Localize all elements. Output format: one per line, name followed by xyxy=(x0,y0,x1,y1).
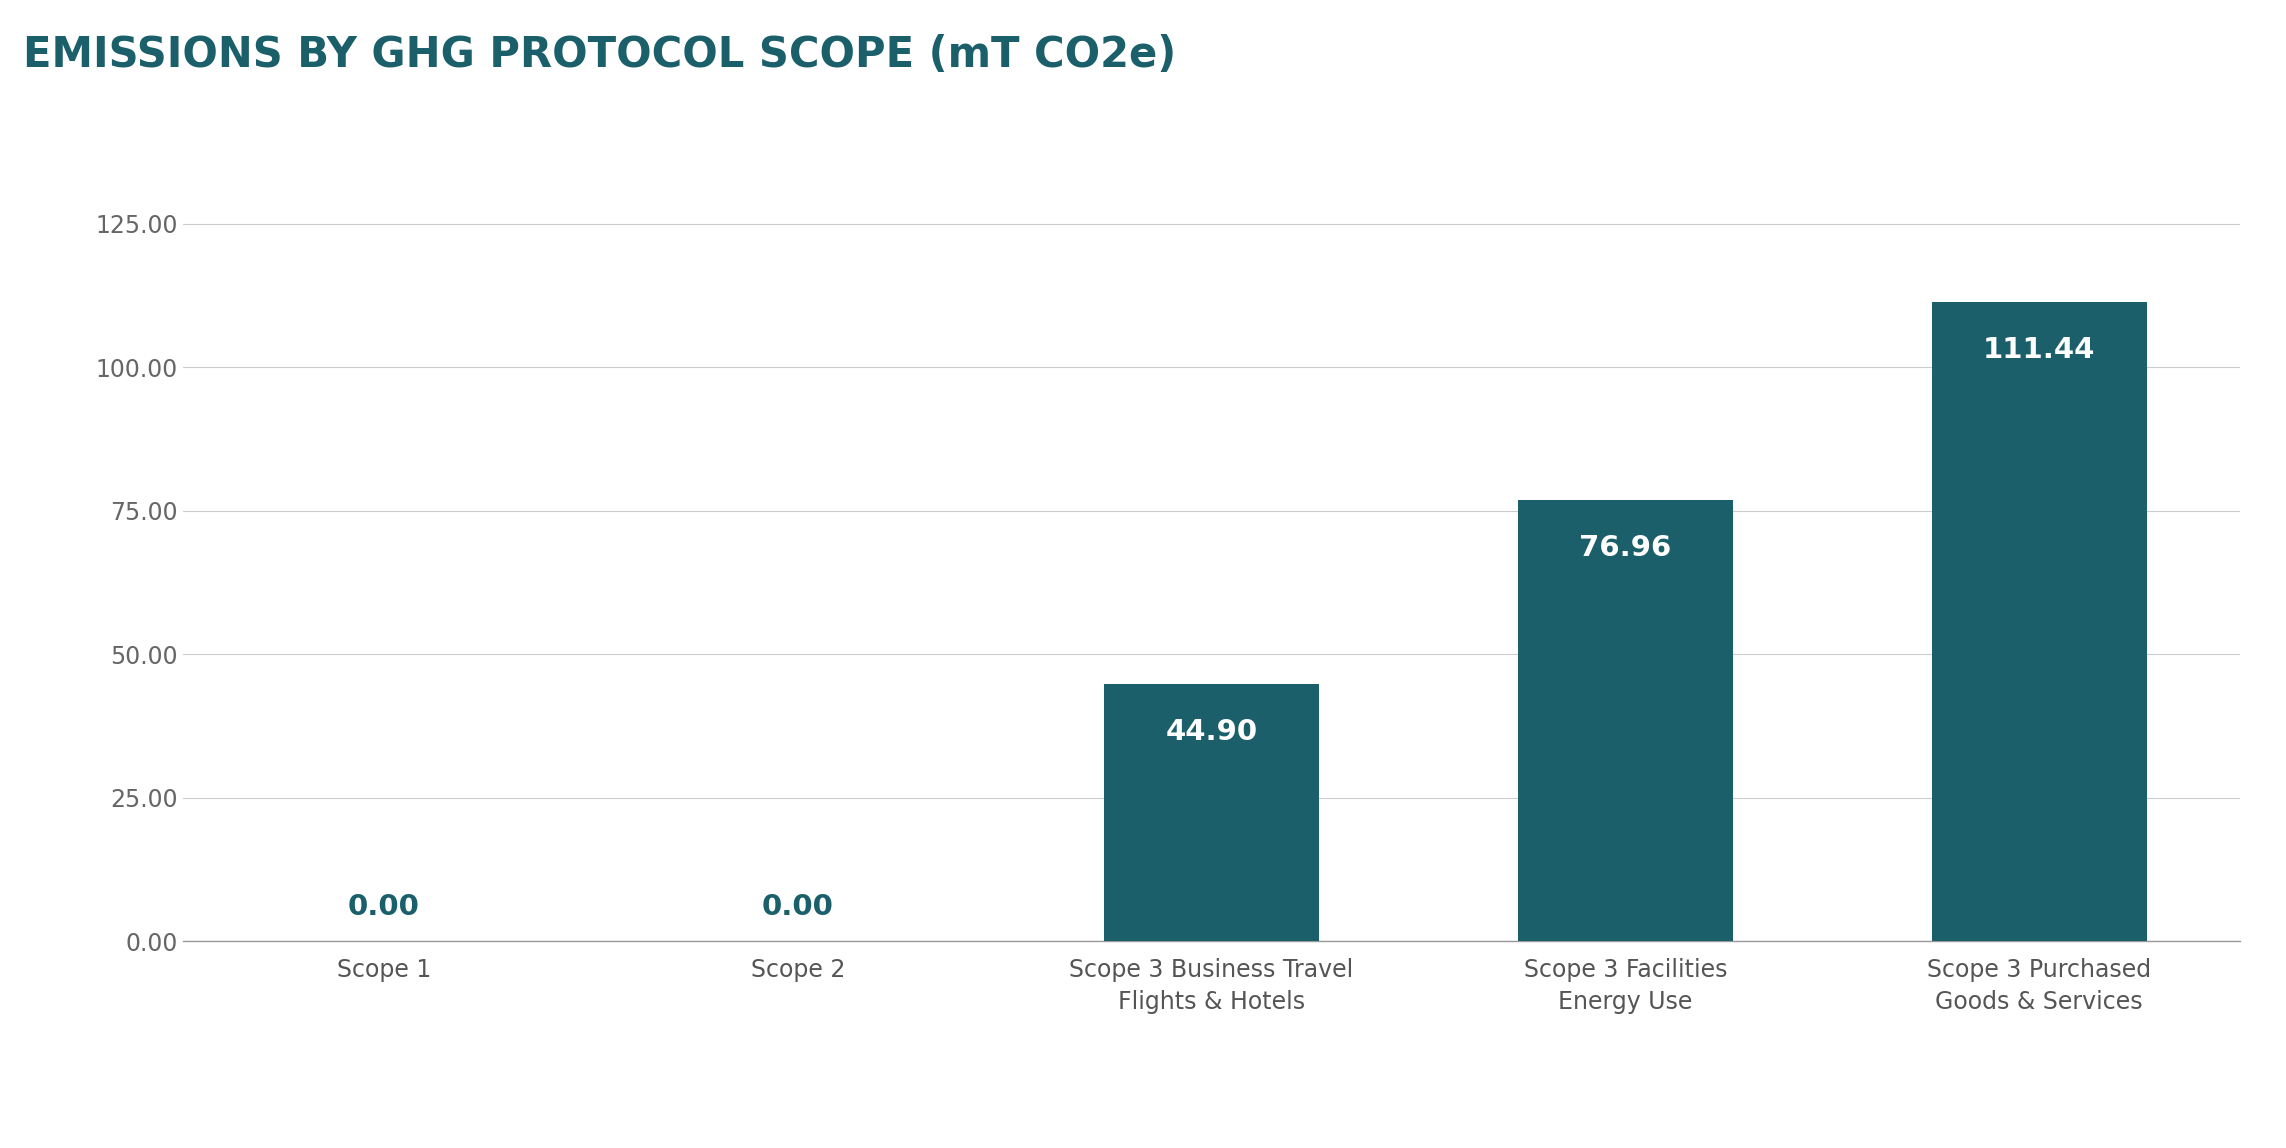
Text: 111.44: 111.44 xyxy=(1982,336,2096,364)
Bar xyxy=(1932,302,2147,941)
Text: EMISSIONS BY GHG PROTOCOL SCOPE (mT CO2e): EMISSIONS BY GHG PROTOCOL SCOPE (mT CO2e… xyxy=(23,34,1175,77)
Text: 0.00: 0.00 xyxy=(761,893,834,921)
Text: 76.96: 76.96 xyxy=(1580,534,1671,563)
Text: 0.00: 0.00 xyxy=(347,893,421,921)
Text: 44.90: 44.90 xyxy=(1166,719,1257,746)
Bar xyxy=(1104,684,1319,941)
Bar xyxy=(1518,499,1733,941)
